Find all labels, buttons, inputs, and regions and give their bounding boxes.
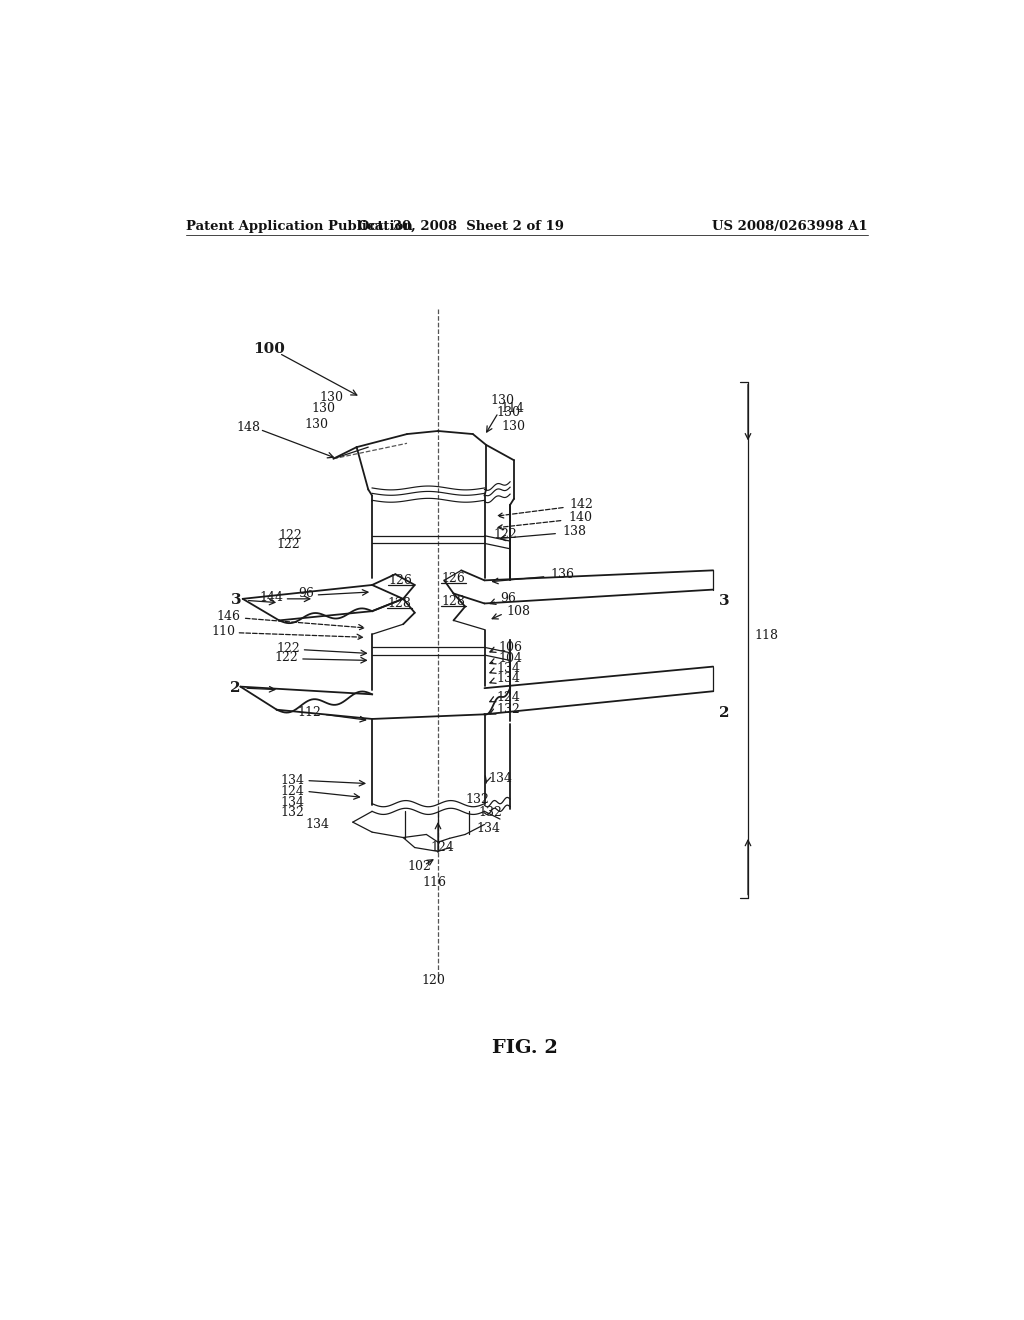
Text: 136: 136 bbox=[550, 568, 574, 581]
Text: 122: 122 bbox=[274, 651, 299, 664]
Text: 128: 128 bbox=[441, 594, 466, 607]
Text: 134: 134 bbox=[281, 774, 305, 787]
Text: 126: 126 bbox=[441, 572, 466, 585]
Text: 104: 104 bbox=[499, 652, 522, 665]
Text: 110: 110 bbox=[211, 624, 234, 638]
Text: 130: 130 bbox=[502, 420, 525, 433]
Text: 138: 138 bbox=[562, 524, 586, 537]
Text: 124: 124 bbox=[497, 690, 521, 704]
Text: 124: 124 bbox=[430, 841, 454, 854]
Text: 122: 122 bbox=[276, 539, 300, 552]
Text: 134: 134 bbox=[488, 772, 512, 785]
Text: Patent Application Publication: Patent Application Publication bbox=[186, 219, 413, 232]
Text: 120: 120 bbox=[421, 974, 444, 987]
Text: 106: 106 bbox=[499, 640, 522, 653]
Text: 116: 116 bbox=[423, 875, 446, 888]
Text: 96: 96 bbox=[500, 593, 516, 606]
Text: 134: 134 bbox=[281, 796, 305, 809]
Text: Oct. 30, 2008  Sheet 2 of 19: Oct. 30, 2008 Sheet 2 of 19 bbox=[358, 219, 564, 232]
Text: 100: 100 bbox=[254, 342, 286, 356]
Text: 134: 134 bbox=[477, 822, 501, 834]
Text: 102: 102 bbox=[407, 861, 431, 874]
Text: 132: 132 bbox=[465, 792, 489, 805]
Text: 3: 3 bbox=[719, 594, 729, 609]
Text: FIG. 2: FIG. 2 bbox=[492, 1039, 558, 1057]
Text: 96: 96 bbox=[298, 587, 314, 601]
Text: 128: 128 bbox=[387, 597, 412, 610]
Text: 134: 134 bbox=[305, 818, 330, 832]
Text: 2: 2 bbox=[719, 706, 729, 719]
Text: 3: 3 bbox=[231, 594, 242, 607]
Text: US 2008/0263998 A1: US 2008/0263998 A1 bbox=[713, 219, 868, 232]
Text: 130: 130 bbox=[304, 417, 328, 430]
Text: 144: 144 bbox=[260, 591, 284, 603]
Text: 114: 114 bbox=[500, 403, 524, 416]
Text: 126: 126 bbox=[389, 574, 413, 587]
Text: 122: 122 bbox=[279, 529, 302, 543]
Text: 2: 2 bbox=[229, 681, 241, 696]
Text: 118: 118 bbox=[755, 630, 778, 643]
Text: 130: 130 bbox=[490, 395, 515, 408]
Text: 148: 148 bbox=[237, 421, 260, 434]
Text: 142: 142 bbox=[569, 499, 594, 511]
Text: 130: 130 bbox=[311, 403, 336, 416]
Text: 130: 130 bbox=[496, 407, 520, 418]
Text: 134: 134 bbox=[497, 663, 521, 676]
Text: 132: 132 bbox=[281, 807, 305, 820]
Text: 134: 134 bbox=[497, 672, 521, 685]
Text: 132: 132 bbox=[497, 704, 521, 717]
Text: 146: 146 bbox=[216, 610, 241, 623]
Text: 122: 122 bbox=[276, 642, 300, 655]
Text: 124: 124 bbox=[281, 785, 305, 797]
Text: 108: 108 bbox=[506, 605, 530, 618]
Text: 140: 140 bbox=[568, 511, 592, 524]
Text: 112: 112 bbox=[298, 706, 322, 719]
Text: 132: 132 bbox=[478, 807, 502, 820]
Text: 122: 122 bbox=[494, 528, 517, 541]
Text: 130: 130 bbox=[319, 391, 343, 404]
